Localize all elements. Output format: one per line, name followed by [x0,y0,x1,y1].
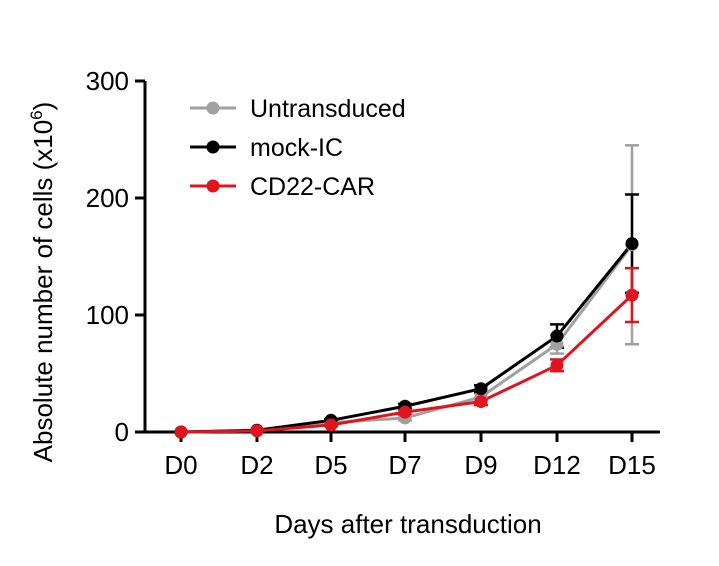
y-axis-title: Absolute number of cells (x106) [27,102,58,463]
x-tick-label: D5 [314,450,347,480]
y-tick-label: 200 [86,183,129,213]
x-tick-label: D12 [533,450,581,480]
legend-label: Untransduced [250,95,406,123]
axes: 0 100 200 300 D0 D2 D5 D7 D9 D12 D15 [86,66,660,480]
data-point [250,424,264,438]
data-point [625,237,639,251]
y-tick-label: 100 [86,300,129,330]
y-axis-title-main: Absolute number of cells (x10 [28,120,58,463]
legend-label: mock-IC [250,134,343,162]
data-point [550,358,564,372]
data-point [174,425,188,439]
x-axis-title: Days after transduction [274,509,541,539]
data-point [474,382,488,396]
x-tick-label: D7 [388,450,421,480]
x-tick-label: D0 [164,450,197,480]
data-point [625,288,639,302]
y-axis-title-exponent: 6 [27,110,46,119]
data-point [324,418,338,432]
data-point [398,405,412,419]
legend: Untransduced mock-IC CD22-CAR [190,95,406,201]
x-tick-label: D2 [240,450,273,480]
legend-marker [206,179,220,193]
data-point [550,329,564,343]
data-point [474,395,488,409]
x-tick-label: D9 [464,450,497,480]
y-tick-label: 300 [86,66,129,96]
legend-marker [206,140,220,154]
y-tick-label: 0 [115,417,129,447]
legend-label: CD22-CAR [250,173,375,201]
legend-marker [206,101,220,115]
data-points [174,237,639,439]
x-tick-label: D15 [608,450,656,480]
y-axis-title-close: ) [28,102,58,111]
